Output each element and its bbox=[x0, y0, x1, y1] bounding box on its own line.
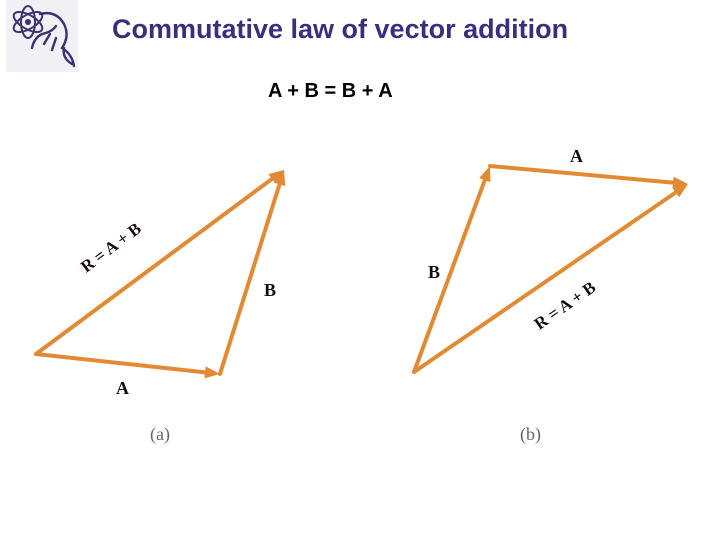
page-title: Commutative law of vector addition bbox=[112, 14, 568, 45]
caption-a: (a) bbox=[150, 424, 170, 445]
vector-label-a-B: B bbox=[264, 280, 276, 301]
figure-a bbox=[8, 140, 348, 400]
vector-label-b-A: A bbox=[570, 146, 583, 167]
vector-label-b-B: B bbox=[428, 262, 440, 283]
logo-icon bbox=[6, 0, 78, 72]
equation-text: A + B = B + A bbox=[268, 80, 393, 103]
vector-label-a-A: A bbox=[116, 378, 129, 399]
caption-b: (b) bbox=[520, 424, 541, 445]
